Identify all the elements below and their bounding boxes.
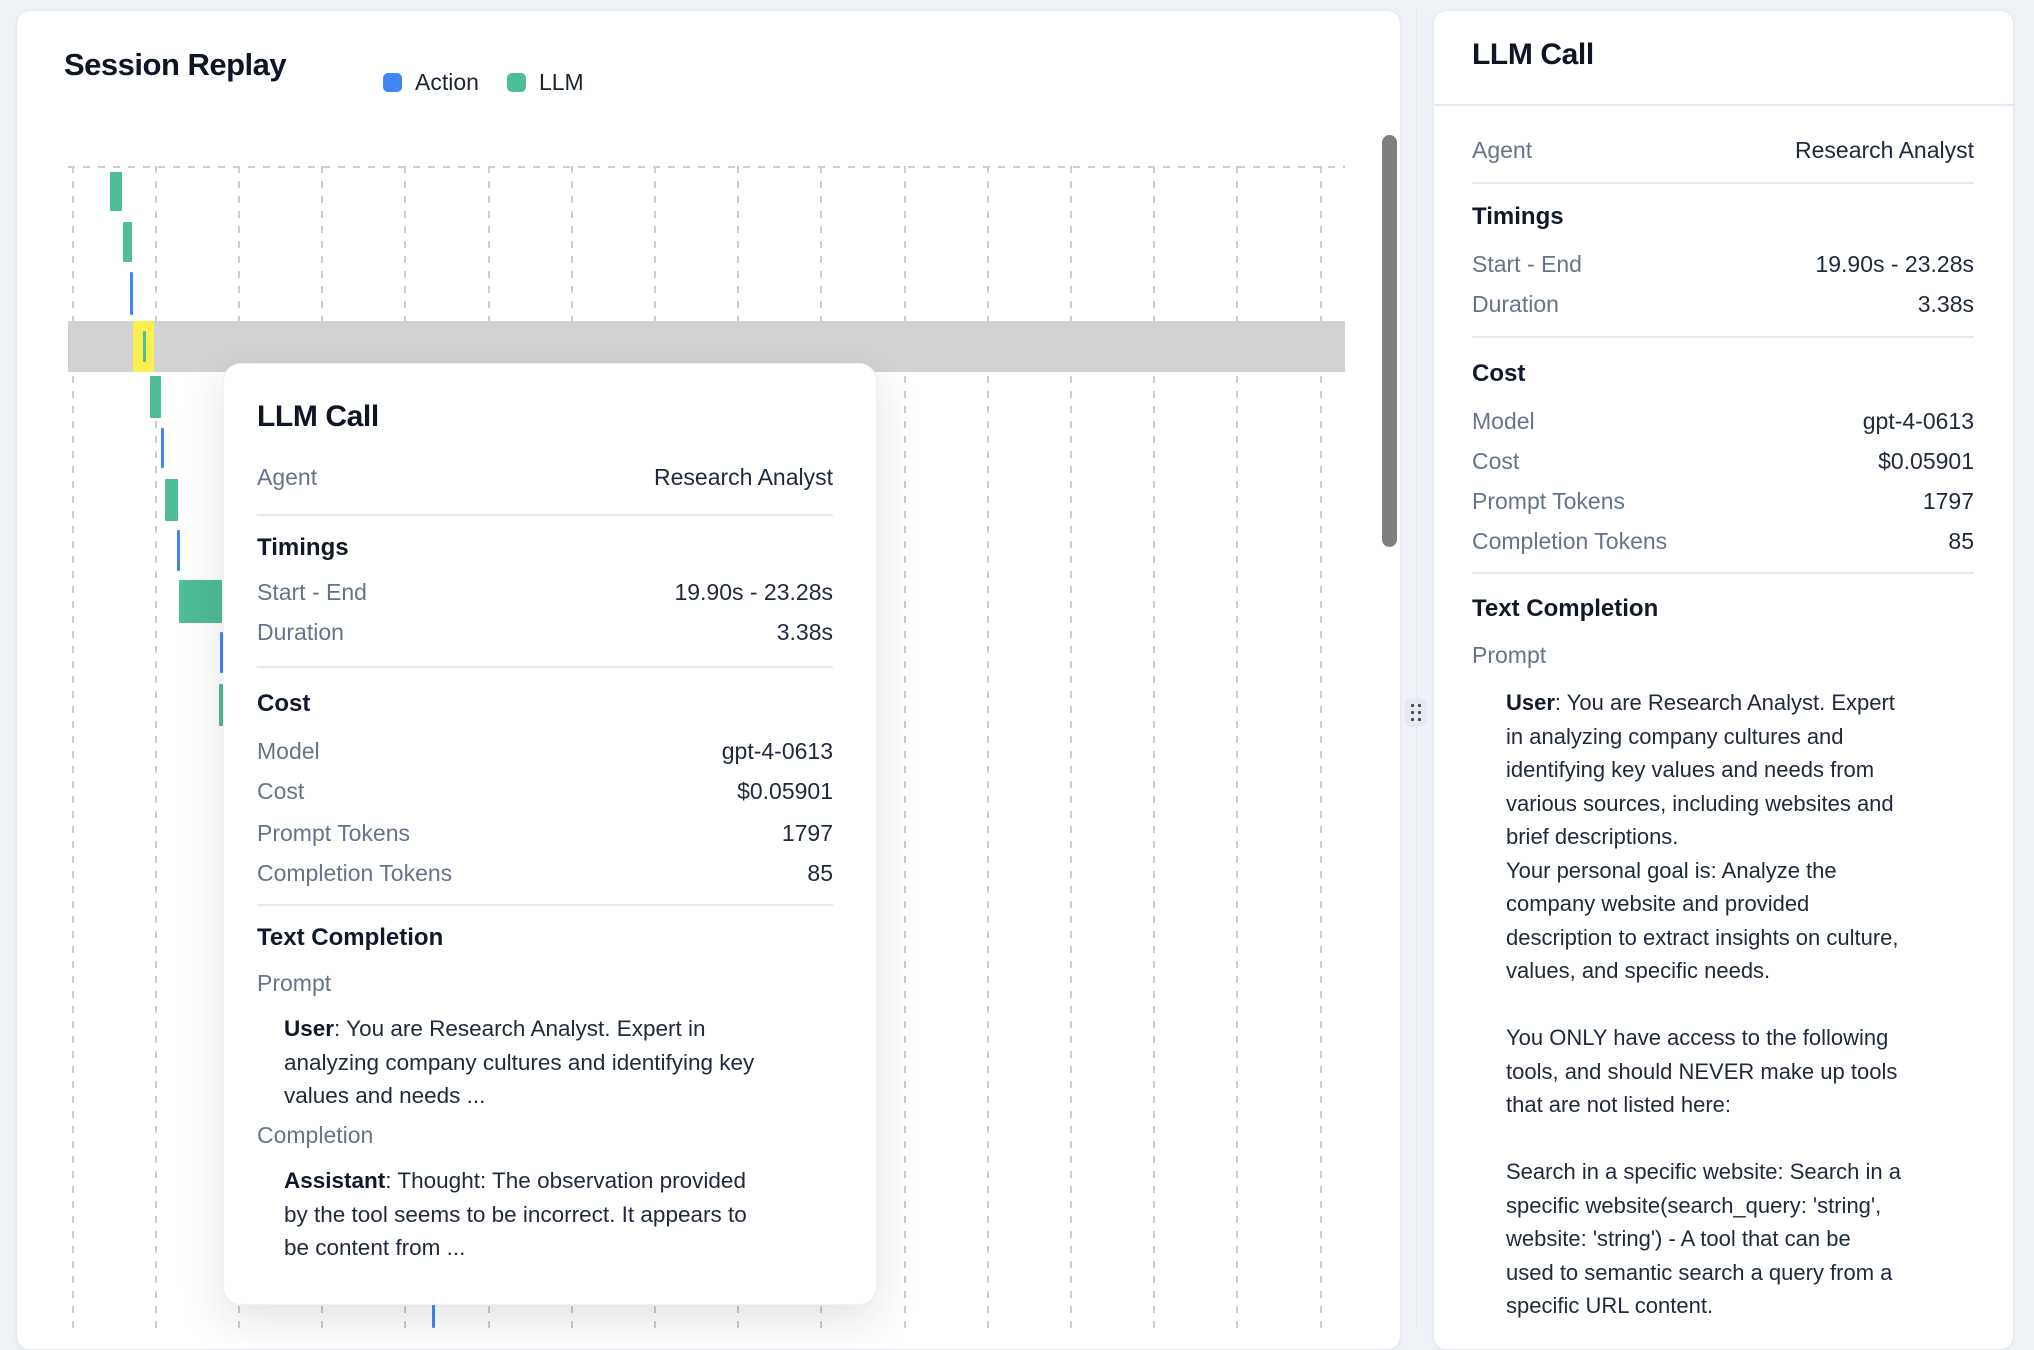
panel-split-line [1416,10,1417,1328]
llm-event-bar[interactable] [150,376,161,418]
panel-title: LLM Call [1472,38,1594,71]
action-event-bar[interactable] [219,632,223,673]
llm-event-bar[interactable] [165,479,178,521]
tooltip-completion-text: Assistant: Thought: The observation prov… [284,1168,747,1260]
model-row: Model gpt-4-0613 [1472,408,1974,434]
header-divider [1434,104,2013,106]
divider [1472,572,1974,574]
gridline [903,166,906,1328]
action-event-bar[interactable] [160,428,164,468]
action-event-bar[interactable] [129,272,133,315]
completion-tokens-row: Completion Tokens 85 [1472,528,1974,554]
gridline [71,166,74,1328]
start-end-row: Start - End 19.90s - 23.28s [1472,251,1974,277]
gridline [986,166,989,1328]
divider [257,904,833,906]
text-completion-heading: Text Completion [1472,595,1659,622]
chart-legend: Action LLM [383,69,584,96]
cost-row: Cost $0.05901 [257,778,833,804]
cost-heading: Cost [1472,360,1526,387]
action-color-swatch [383,73,402,92]
llm-event-bar[interactable] [122,222,132,262]
legend-item-action[interactable]: Action [383,69,479,96]
gridline [154,166,157,1328]
cost-value: $0.05901 [1878,448,1974,474]
divider [1472,182,1974,184]
action-event-bar[interactable] [176,530,180,571]
timings-heading: Timings [257,534,349,561]
panel-resize-handle[interactable] [1405,698,1427,727]
llm-call-tooltip: LLM Call Agent Research Analyst Timings … [223,363,877,1305]
cost-value: $0.05901 [737,778,833,804]
llm-event-bar[interactable] [143,331,146,362]
gridline [1319,166,1322,1328]
agent-value: Research Analyst [1795,137,1974,163]
legend-label-action: Action [415,69,479,95]
completion-tokens-value: 85 [1948,528,1974,554]
duration-value: 3.38s [776,619,833,645]
prompt-label: Prompt [1472,642,1547,668]
gridline [1236,166,1239,1328]
prompt-tokens-value: 1797 [1922,488,1974,514]
vertical-scrollbar-thumb[interactable] [1382,135,1397,547]
duration-row: Duration 3.38s [1472,291,1974,317]
legend-item-llm[interactable]: LLM [506,69,584,96]
start-end-value: 19.90s - 23.28s [674,579,833,605]
llm-event-bar[interactable] [179,580,222,623]
model-value: gpt-4-0613 [1862,408,1974,434]
llm-color-swatch [506,73,526,92]
prompt-tokens-row: Prompt Tokens 1797 [1472,488,1974,514]
timings-heading: Timings [1472,203,1564,230]
completion-label: Completion [257,1122,374,1148]
start-end-value: 19.90s - 23.28s [1815,251,1974,277]
duration-row: Duration 3.38s [257,619,833,645]
page-title: Session Replay [64,47,287,82]
start-end-row: Start - End 19.90s - 23.28s [257,579,833,605]
chart-top-border [68,166,1345,168]
model-value: gpt-4-0613 [721,738,833,764]
llm-event-bar[interactable] [218,684,223,726]
action-event-bar[interactable] [431,1305,435,1328]
panel-prompt-text: User: You are Research Analyst. Expert i… [1506,690,1901,1318]
prompt-tokens-value: 1797 [781,820,833,846]
cost-heading: Cost [257,690,311,717]
tooltip-title: LLM Call [257,400,379,433]
agent-row: Agent Research Analyst [257,464,833,490]
legend-label-llm: LLM [538,69,584,95]
gridline [1069,166,1072,1328]
gridline [1153,166,1156,1328]
prompt-tokens-row: Prompt Tokens 1797 [257,820,833,846]
tooltip-prompt-text: User: You are Research Analyst. Expert i… [284,1016,755,1108]
duration-value: 3.38s [1917,291,1974,317]
llm-call-detail-panel: LLM Call Agent Research Analyst Timings … [1433,10,2014,1350]
divider [257,666,833,668]
llm-event-bar[interactable] [110,172,122,211]
model-row: Model gpt-4-0613 [257,738,833,764]
cost-row: Cost $0.05901 [1472,448,1974,474]
completion-tokens-value: 85 [807,860,833,886]
completion-tokens-row: Completion Tokens 85 [257,860,833,886]
prompt-label: Prompt [257,970,332,996]
agent-row: Agent Research Analyst [1472,137,1974,163]
agent-value: Research Analyst [654,464,833,490]
text-completion-heading: Text Completion [257,924,444,951]
divider [1472,336,1974,338]
divider [257,514,833,516]
grip-dots-icon [1411,704,1421,721]
